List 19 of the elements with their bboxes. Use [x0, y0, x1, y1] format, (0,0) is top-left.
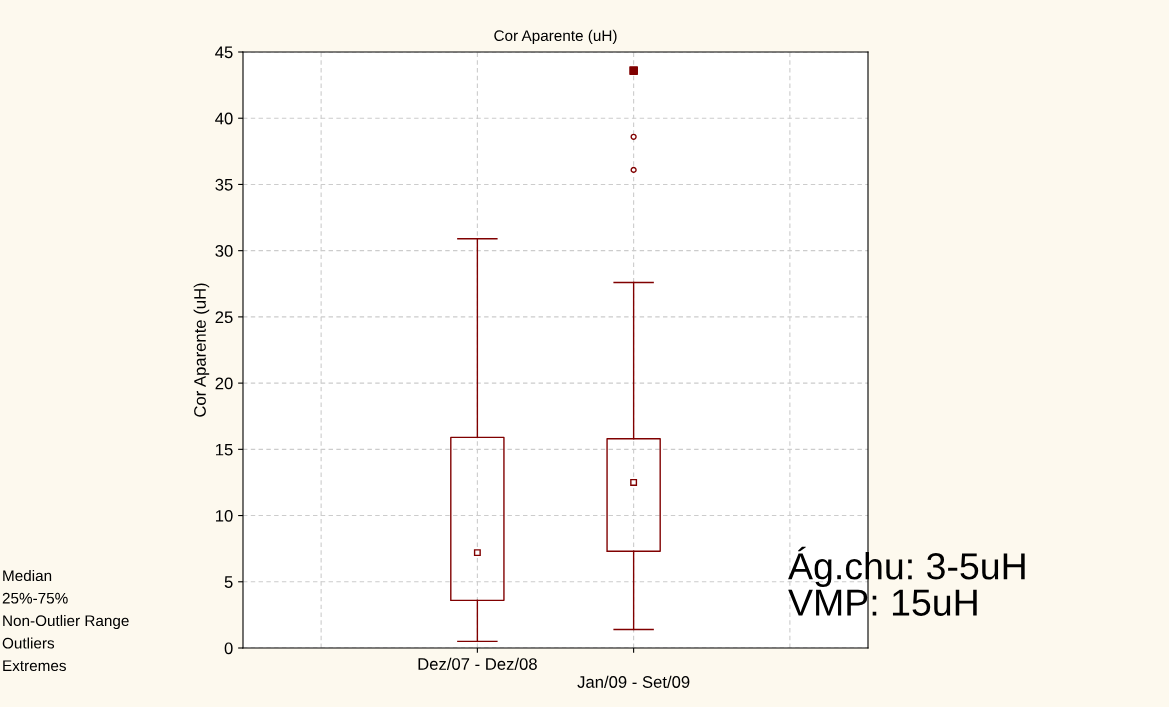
y-tick-label: 20: [215, 377, 233, 390]
y-tick-label: 35: [215, 178, 233, 191]
x-tick-label: Jan/09 - Set/09: [577, 675, 690, 688]
y-tick-label: 25: [215, 311, 233, 324]
y-tick-label: 0: [224, 642, 233, 655]
text: Non-Outlier Range: [3, 614, 129, 630]
y-tick-label: 40: [215, 112, 233, 125]
text: 25%-75%: [2, 592, 68, 604]
x-tick-label: Dez/07 - Dez/08: [418, 657, 537, 670]
text: Outliers: [2, 637, 55, 649]
y-tick-label: 30: [215, 245, 233, 257]
text: Extremes: [3, 660, 66, 672]
y-tick-label: 10: [216, 509, 233, 522]
y-axis-title: Cor Aparente (uH): [193, 283, 210, 417]
y-tick-label: 45: [215, 46, 233, 59]
text: Median: [3, 569, 52, 582]
chart-title: Cor Aparente (uH): [494, 29, 617, 45]
y-tick-label: 15: [216, 443, 233, 456]
y-tick-label: 5: [224, 576, 233, 588]
